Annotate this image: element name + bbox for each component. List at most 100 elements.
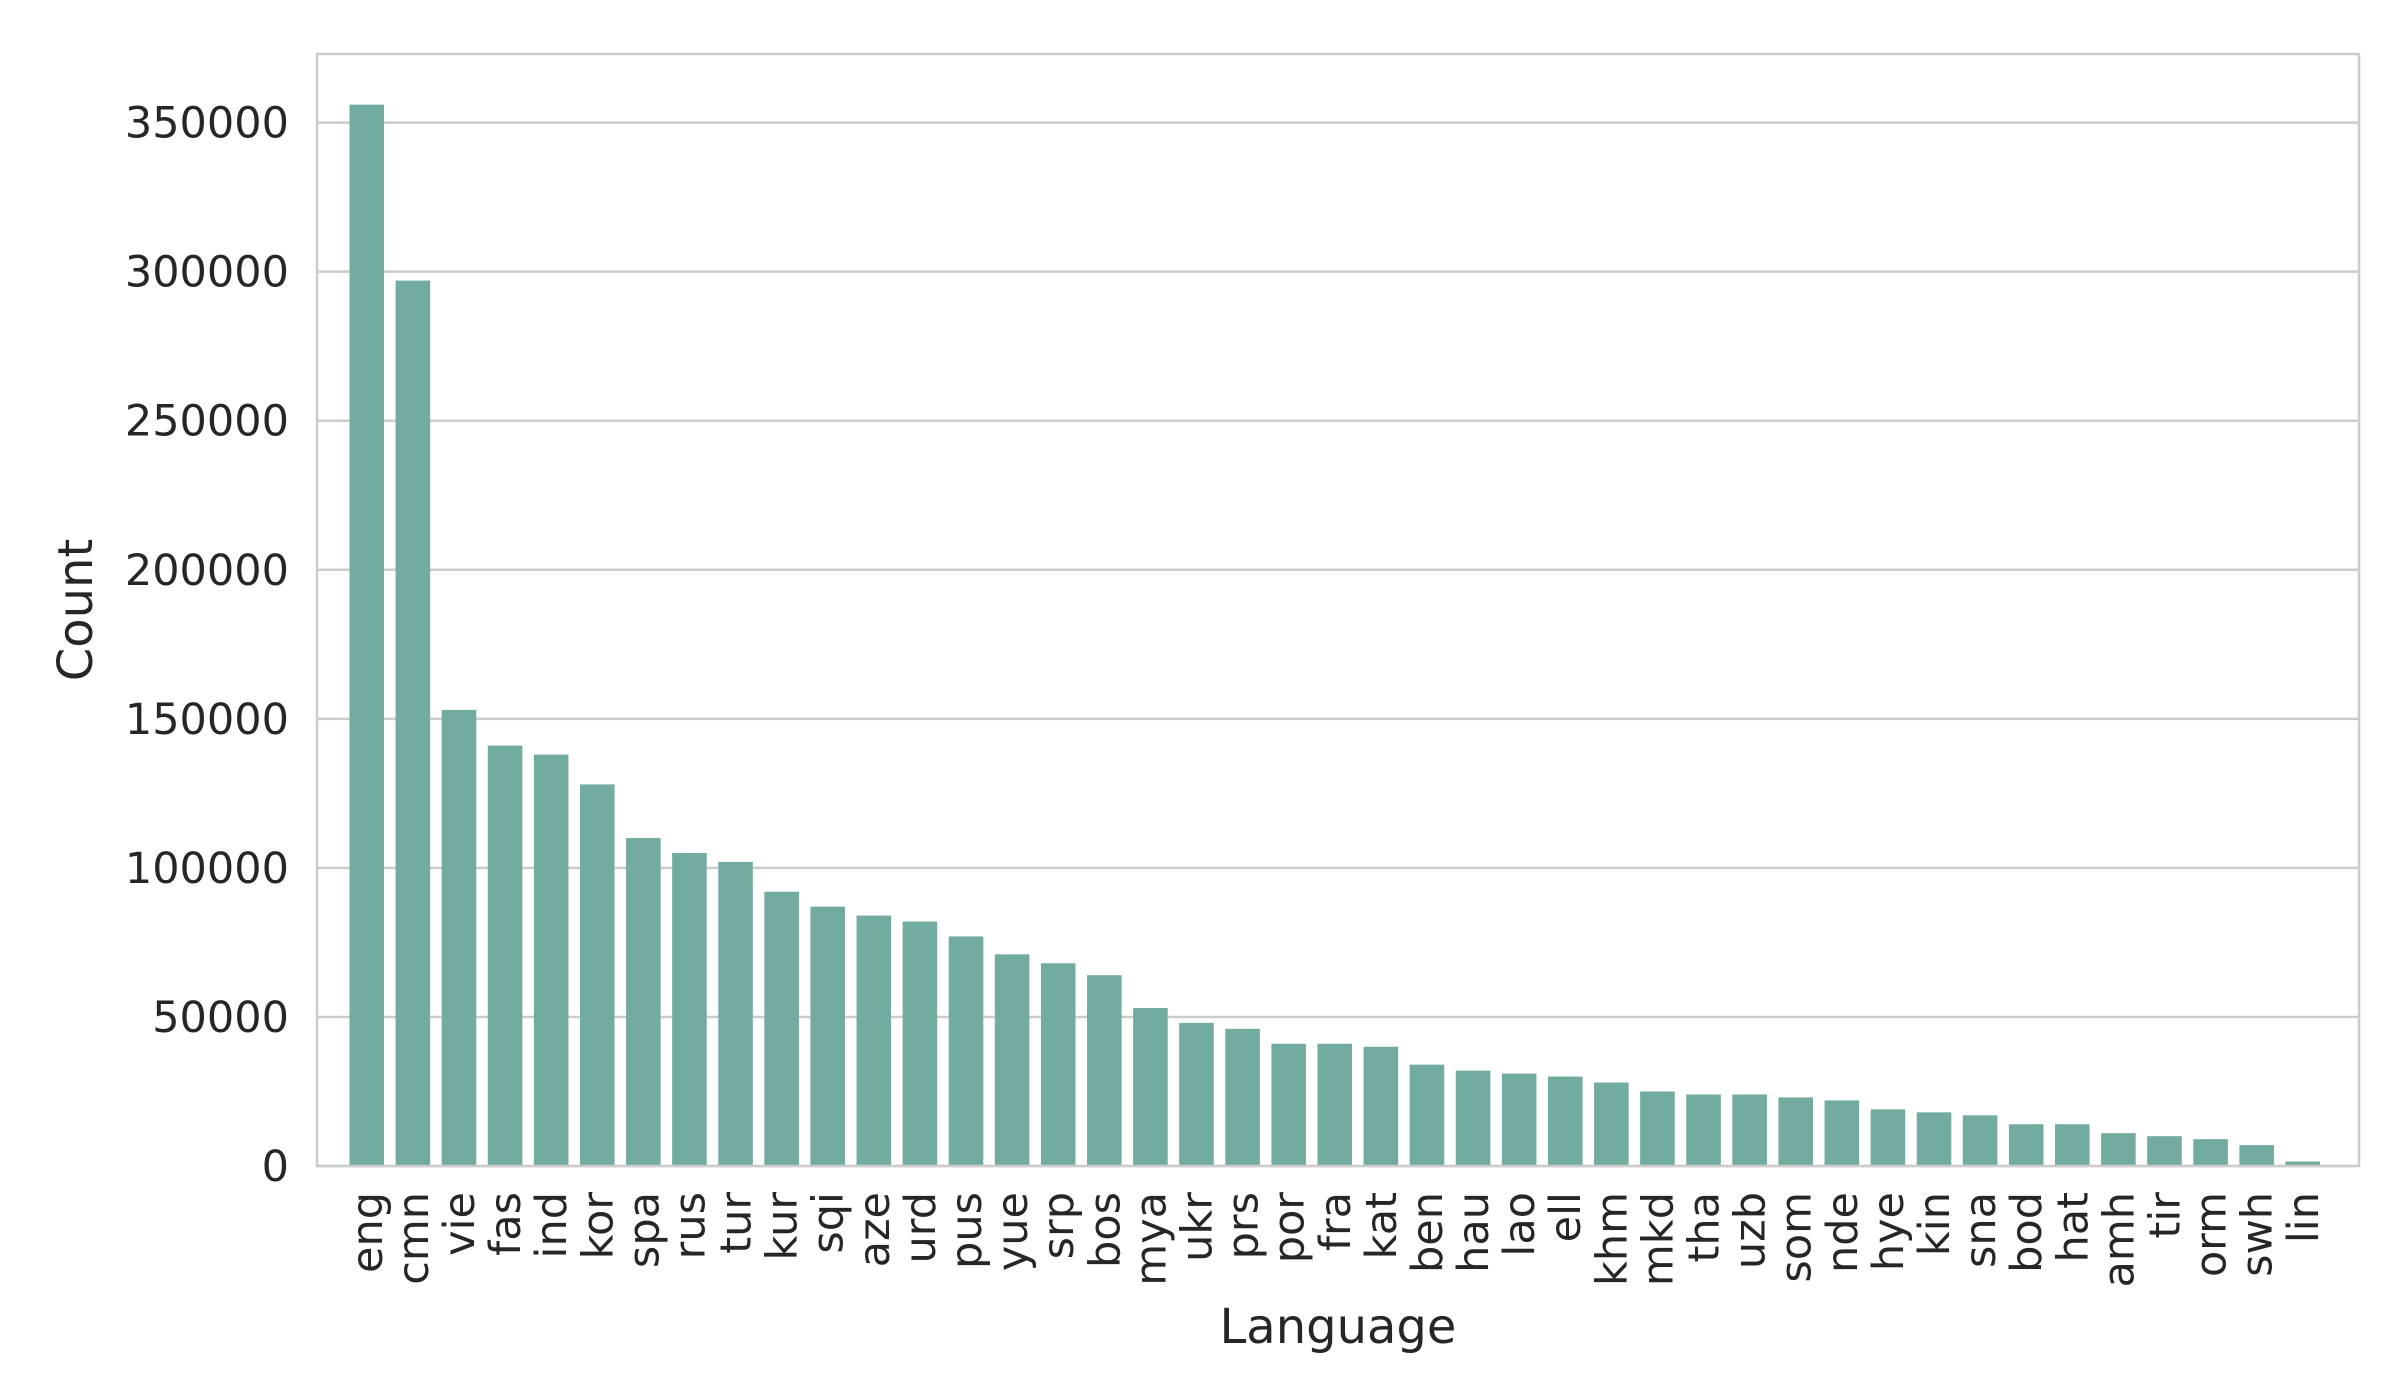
bar-eng <box>349 104 385 1167</box>
plot-frame <box>315 52 2361 1168</box>
x-tick-label: swh <box>2233 1192 2283 1277</box>
y-tick-label: 50000 <box>152 993 289 1043</box>
x-tick-label: urd <box>896 1192 946 1263</box>
y-tick-label: 100000 <box>125 844 289 894</box>
y-tick-label: 200000 <box>125 546 289 596</box>
bar-spa <box>626 838 661 1166</box>
bar-hye <box>1870 1109 1906 1166</box>
bar-khm <box>1594 1082 1629 1166</box>
bar-ind <box>533 754 569 1166</box>
y-axis-label: Count <box>48 539 104 682</box>
x-tick-label: ind <box>527 1192 577 1259</box>
x-tick-label: nde <box>1818 1192 1868 1273</box>
bar-vie <box>441 709 477 1166</box>
x-tick-label: uzb <box>1726 1192 1776 1269</box>
x-tick-label: hat <box>2048 1192 2098 1262</box>
x-tick-label: khm <box>1587 1192 1637 1286</box>
bar-cmn <box>395 280 431 1166</box>
x-tick-label: lin <box>2279 1192 2329 1243</box>
x-tick-label: sqi <box>804 1192 854 1254</box>
bar-orm <box>2193 1139 2228 1166</box>
bar-prs <box>1225 1028 1260 1166</box>
bar-tha <box>1686 1094 1721 1166</box>
bar-fra <box>1317 1043 1353 1166</box>
x-tick-label: cmn <box>389 1192 439 1285</box>
bar-urd <box>902 921 938 1166</box>
x-tick-label: sna <box>1956 1192 2006 1268</box>
bar-nde <box>1824 1100 1860 1166</box>
x-tick-label: amh <box>2094 1192 2144 1288</box>
bar-mkd <box>1640 1091 1675 1166</box>
x-tick-label: bos <box>1080 1192 1130 1268</box>
bar-ukr <box>1179 1022 1214 1166</box>
x-tick-label: fas <box>481 1192 531 1256</box>
bar-hau <box>1455 1070 1491 1166</box>
bar-tur <box>718 861 753 1166</box>
x-tick-label: ukr <box>1172 1192 1222 1262</box>
bar-lin <box>2285 1161 2321 1166</box>
bar-srp <box>1040 963 1076 1166</box>
x-tick-label: kin <box>1910 1192 1960 1256</box>
bar-aze <box>856 915 892 1166</box>
x-tick-label: mya <box>1126 1192 1176 1286</box>
x-tick-label: kat <box>1357 1192 1407 1259</box>
x-tick-label: ben <box>1403 1192 1453 1273</box>
x-tick-label: vie <box>435 1192 485 1256</box>
bar-kin <box>1916 1112 1952 1166</box>
x-tick-label: rus <box>665 1192 715 1259</box>
bar-ben <box>1409 1064 1445 1166</box>
y-tick-label: 350000 <box>125 99 289 149</box>
x-tick-label: bod <box>2002 1192 2052 1273</box>
bar-mya <box>1133 1007 1168 1166</box>
x-axis-label: Language <box>1220 1299 1457 1355</box>
x-tick-label: eng <box>343 1192 393 1273</box>
bar-amh <box>2101 1133 2136 1166</box>
bar-yue <box>994 954 1030 1166</box>
x-tick-label: pus <box>942 1192 992 1269</box>
bar-ell <box>1547 1076 1583 1166</box>
bar-sqi <box>810 906 846 1166</box>
y-tick-label: 150000 <box>125 695 289 745</box>
bars <box>349 104 2321 1167</box>
bar-bod <box>2008 1124 2044 1166</box>
x-tick-label: tur <box>712 1192 762 1254</box>
bar-bos <box>1087 975 1122 1166</box>
x-tick-label: hye <box>1864 1192 1914 1271</box>
x-tick-label: orm <box>2187 1192 2237 1277</box>
bar-kor <box>579 784 615 1166</box>
x-tick-label: aze <box>850 1192 900 1267</box>
bar-fas <box>487 745 523 1166</box>
x-tick-label: fra <box>1311 1192 1361 1251</box>
x-tick-label: yue <box>988 1192 1038 1271</box>
x-tick-label: mkd <box>1633 1192 1683 1286</box>
x-tick-labels: engcmnviefasindkorsparusturkursqiazeurdp… <box>343 1192 2329 1288</box>
x-tick-label: kur <box>758 1192 808 1261</box>
bar-rus <box>672 852 707 1166</box>
x-tick-label: tha <box>1680 1192 1730 1262</box>
y-tick-label: 300000 <box>125 248 289 298</box>
x-tick-label: ell <box>1541 1192 1591 1242</box>
bar-lao <box>1501 1073 1537 1166</box>
bar-tir <box>2147 1136 2182 1166</box>
bar-kat <box>1363 1046 1399 1166</box>
x-tick-label: tir <box>2140 1192 2190 1239</box>
bar-por <box>1271 1043 1306 1166</box>
bar-swh <box>2239 1145 2274 1166</box>
bar-uzb <box>1732 1094 1767 1166</box>
y-tick-labels: 0 50000 100000 150000 200000 250000 300000 3500… <box>125 99 289 1192</box>
x-tick-label: por <box>1265 1192 1315 1264</box>
x-tick-label: lao <box>1495 1192 1545 1257</box>
bar-kur <box>764 891 799 1166</box>
x-tick-label: prs <box>1219 1192 1269 1259</box>
y-tick-label: 0 <box>262 1142 289 1192</box>
x-tick-label: som <box>1772 1192 1822 1283</box>
x-tick-label: hau <box>1449 1192 1499 1273</box>
y-tick-label: 250000 <box>125 397 289 447</box>
bar-hat <box>2055 1124 2090 1166</box>
x-tick-label: kor <box>573 1192 623 1260</box>
bar-sna <box>1962 1115 1998 1166</box>
bar-pus <box>948 936 984 1166</box>
x-tick-label: spa <box>619 1192 669 1268</box>
x-tick-label: srp <box>1034 1192 1084 1259</box>
